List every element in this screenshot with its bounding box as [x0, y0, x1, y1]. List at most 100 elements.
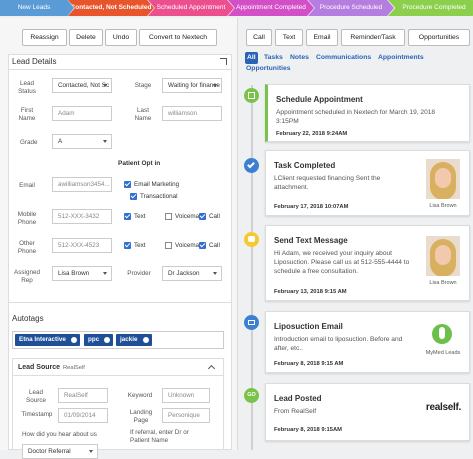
card-body: Appointment scheduled in Nextech for Mar… — [276, 109, 436, 125]
call-button[interactable]: Call — [246, 29, 272, 46]
card-title: Lead Posted — [274, 394, 322, 403]
card-body: Introduction email to liposuction. Befor… — [274, 336, 403, 352]
tab[interactable]: Opportunities — [246, 65, 291, 72]
card-title: Schedule Appointment — [276, 95, 363, 104]
label: Grade — [20, 139, 38, 146]
provider-select[interactable]: Dr Jackson — [162, 266, 222, 281]
stage-active[interactable]: Contacted, Not Scheduled — [68, 0, 154, 16]
go-icon: GO — [244, 388, 259, 403]
label: Other Phone — [17, 240, 37, 255]
checkbox-label: Text — [134, 213, 146, 220]
checkbox[interactable] — [165, 213, 172, 220]
landing-input[interactable]: Personique — [162, 408, 210, 423]
lead-source-title: Lead Source — [18, 364, 61, 371]
mobile-input[interactable]: 512-XXX-3432 — [52, 209, 112, 224]
label: If referral, enter Dr or Patient Name — [130, 429, 189, 444]
checkbox-label: Voicemail — [175, 242, 202, 249]
undo-button[interactable]: Undo — [105, 29, 137, 46]
last-name-input[interactable]: williamson — [162, 106, 222, 121]
checkbox[interactable] — [130, 193, 137, 200]
label: Keyword — [127, 392, 153, 399]
timeline-card[interactable]: Lead Posted From RealSelf February 8, 20… — [265, 383, 470, 441]
rep-select[interactable]: Lisa Brown — [52, 266, 112, 281]
logo: realself. — [425, 402, 461, 413]
label: Lead Status — [18, 80, 36, 95]
checkbox[interactable] — [165, 242, 172, 249]
stage[interactable]: Procedure Scheduled — [308, 0, 394, 16]
tab[interactable]: Tasks — [264, 54, 283, 61]
label: First Name — [18, 107, 36, 122]
person-name: Lisa Brown — [429, 203, 457, 209]
tag[interactable]: Etna Interactive — [15, 334, 80, 346]
autotags-title: Autotags — [12, 314, 44, 323]
reminder-button[interactable]: Reminder/Task — [341, 29, 405, 46]
opportunities-button[interactable]: Opportunities — [408, 29, 470, 46]
checkbox[interactable] — [199, 213, 206, 220]
opt-in-title: Patient Opt in — [118, 160, 161, 167]
lead-source-subtitle: RealSelf — [63, 365, 85, 371]
tab[interactable]: All — [247, 54, 256, 61]
lead-status-select[interactable]: Contacted, Not Sc — [52, 78, 112, 93]
grade-select[interactable]: A — [52, 134, 112, 149]
first-name-input[interactable]: Adam — [52, 106, 112, 121]
heard-select[interactable]: Doctor Referral — [22, 444, 98, 459]
tag-box[interactable] — [12, 331, 224, 349]
keyword-input[interactable]: Unknown — [162, 388, 210, 403]
checkbox-label: Email Marketing — [134, 181, 180, 188]
timeline-card[interactable]: Schedule Appointment Appointment schedul… — [265, 84, 470, 142]
tab-active-bg — [245, 52, 258, 64]
stage[interactable]: Scheduled Appointment — [148, 0, 234, 16]
timestamp-input[interactable]: 01/09/2014 — [58, 408, 108, 423]
tab[interactable]: Notes — [290, 54, 309, 61]
label: Email — [19, 182, 35, 189]
stage[interactable]: New Leads — [0, 0, 74, 16]
card-title: Liposuction Email — [274, 322, 343, 331]
label: How did you hear about us — [22, 431, 97, 438]
card-date: February 22, 2018 9:24AM — [276, 131, 348, 137]
other-phone-input[interactable]: 512-XXX-4523 — [52, 238, 112, 253]
reassign-button[interactable]: Reassign — [22, 29, 67, 46]
stage-select[interactable]: Waiting for finance — [162, 78, 222, 93]
source-input[interactable]: RealSelf — [58, 388, 108, 403]
card-title: Send Text Message — [274, 236, 348, 245]
timeline-card[interactable]: Send Text Message Hi Adam, we received y… — [265, 225, 470, 301]
stage[interactable]: Procedure Completed — [388, 0, 473, 16]
checkbox-label: Voicemail — [175, 213, 202, 220]
tag[interactable]: jackie — [116, 334, 152, 346]
avatar — [426, 159, 460, 199]
timeline-card[interactable]: Task Completed LClient requested financi… — [265, 150, 470, 216]
message-icon — [244, 232, 259, 247]
email-input[interactable]: awilliamson3454... — [52, 177, 112, 192]
checkbox[interactable] — [124, 213, 131, 220]
lead-source-header — [12, 358, 224, 376]
email-button[interactable]: Email — [306, 29, 338, 46]
timeline-line — [251, 85, 253, 450]
checkbox[interactable] — [124, 242, 131, 249]
label: Last Name — [134, 107, 152, 122]
lead-source-card — [12, 358, 224, 450]
check-icon — [244, 158, 259, 173]
logo — [432, 324, 452, 344]
convert-button[interactable]: Convert to Nextech — [139, 29, 217, 46]
expand-icon[interactable] — [220, 58, 227, 65]
card-date: February 13, 2018 9:15 AM — [274, 289, 347, 295]
stage[interactable]: Appointment Completed — [228, 0, 314, 16]
tag[interactable]: ppc — [84, 334, 114, 346]
delete-button[interactable]: Delete — [69, 29, 103, 46]
tab[interactable]: Communications — [316, 54, 372, 61]
card-date: February 8, 2018 9:15AM — [274, 427, 342, 433]
card-body: From RealSelf — [274, 408, 317, 415]
person-name: MyMed Leads — [425, 350, 461, 356]
avatar — [426, 236, 460, 276]
checkbox[interactable] — [124, 181, 131, 188]
timeline-card[interactable]: Liposuction Email Introduction email to … — [265, 311, 470, 373]
calendar-icon — [244, 88, 259, 103]
tab[interactable]: Appointments — [378, 54, 424, 61]
text-button[interactable]: Text — [275, 29, 303, 46]
checkbox[interactable] — [199, 242, 206, 249]
label: Assigned Rep — [14, 269, 40, 284]
checkbox-label: Text — [134, 242, 146, 249]
details-title: Lead Details — [8, 54, 232, 70]
checkbox-label: Call — [209, 242, 220, 249]
divider — [8, 302, 232, 303]
